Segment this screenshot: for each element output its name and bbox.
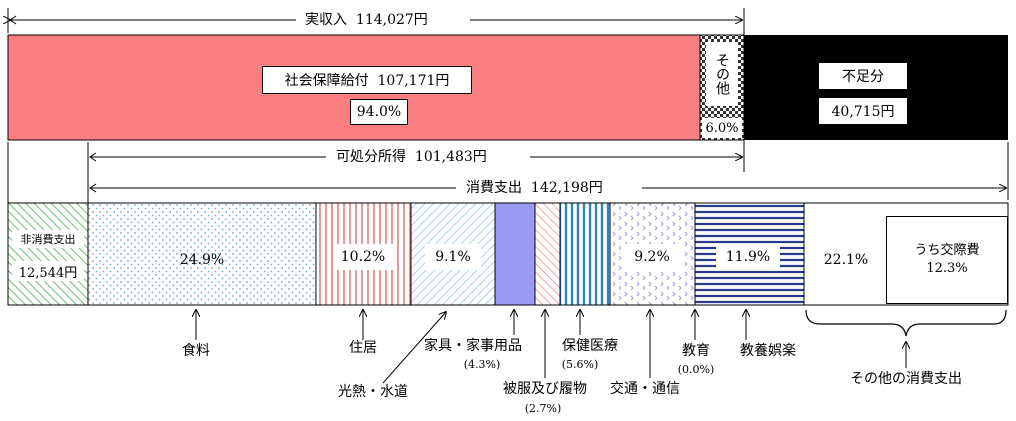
- housing-label: 住居: [349, 340, 377, 356]
- other-consumption-label: その他の消費支出: [850, 371, 962, 387]
- disposable-income-label: 可処分所得 101,483円: [336, 149, 487, 165]
- clothing-label: 被服及び履物: [503, 381, 587, 397]
- utilities-pct: 9.1%: [425, 244, 481, 270]
- medical-pct: (5.6%): [561, 358, 599, 371]
- education-pct: (0.0%): [677, 363, 715, 376]
- transport-pct: 9.2%: [622, 244, 682, 270]
- non-consumption-label: 非消費支出: [12, 230, 84, 248]
- deficit-value: 40,715円: [818, 97, 908, 125]
- food-pct: 24.9%: [179, 252, 225, 268]
- education-label: 教育: [682, 343, 710, 359]
- food-label: 食料: [182, 343, 210, 359]
- non-consumption-bar: [7, 202, 89, 306]
- furniture-pct: (4.3%): [463, 358, 501, 371]
- recreation-label: 教養娯楽: [740, 343, 796, 359]
- medical-bar: [559, 202, 611, 306]
- social-expense-label: うち交際費: [914, 243, 980, 258]
- clothing-pct: (2.7%): [524, 402, 562, 415]
- clothing-bar: [534, 202, 561, 306]
- other-income-label: その他: [706, 42, 738, 106]
- non-consumption-value: 12,544円: [12, 261, 84, 281]
- housing-pct: 10.2%: [333, 244, 393, 270]
- food-bar: [87, 202, 317, 306]
- utilities-label: 光熱・水道: [338, 384, 408, 400]
- deficit-label: 不足分: [818, 62, 908, 90]
- recreation-pct: 11.9%: [716, 244, 780, 270]
- furniture-bar: [494, 202, 536, 306]
- other-income-pct: 6.0%: [702, 118, 742, 138]
- income-title: 実収入 114,027円: [305, 12, 428, 28]
- social-expense-box: うち交際費 12.3%: [886, 216, 1008, 304]
- social-security-pct: 94.0%: [350, 99, 408, 125]
- other-consumption-pct: 22.1%: [823, 252, 869, 268]
- furniture-label: 家具・家事用品: [424, 338, 522, 354]
- medical-label: 保健医療: [562, 338, 618, 354]
- social-expense-pct: 12.3%: [926, 261, 968, 276]
- consumption-label: 消費支出 142,198円: [466, 180, 603, 196]
- transport-label: 交通・通信: [610, 381, 680, 397]
- social-security-label: 社会保障給付 107,171円: [262, 66, 472, 94]
